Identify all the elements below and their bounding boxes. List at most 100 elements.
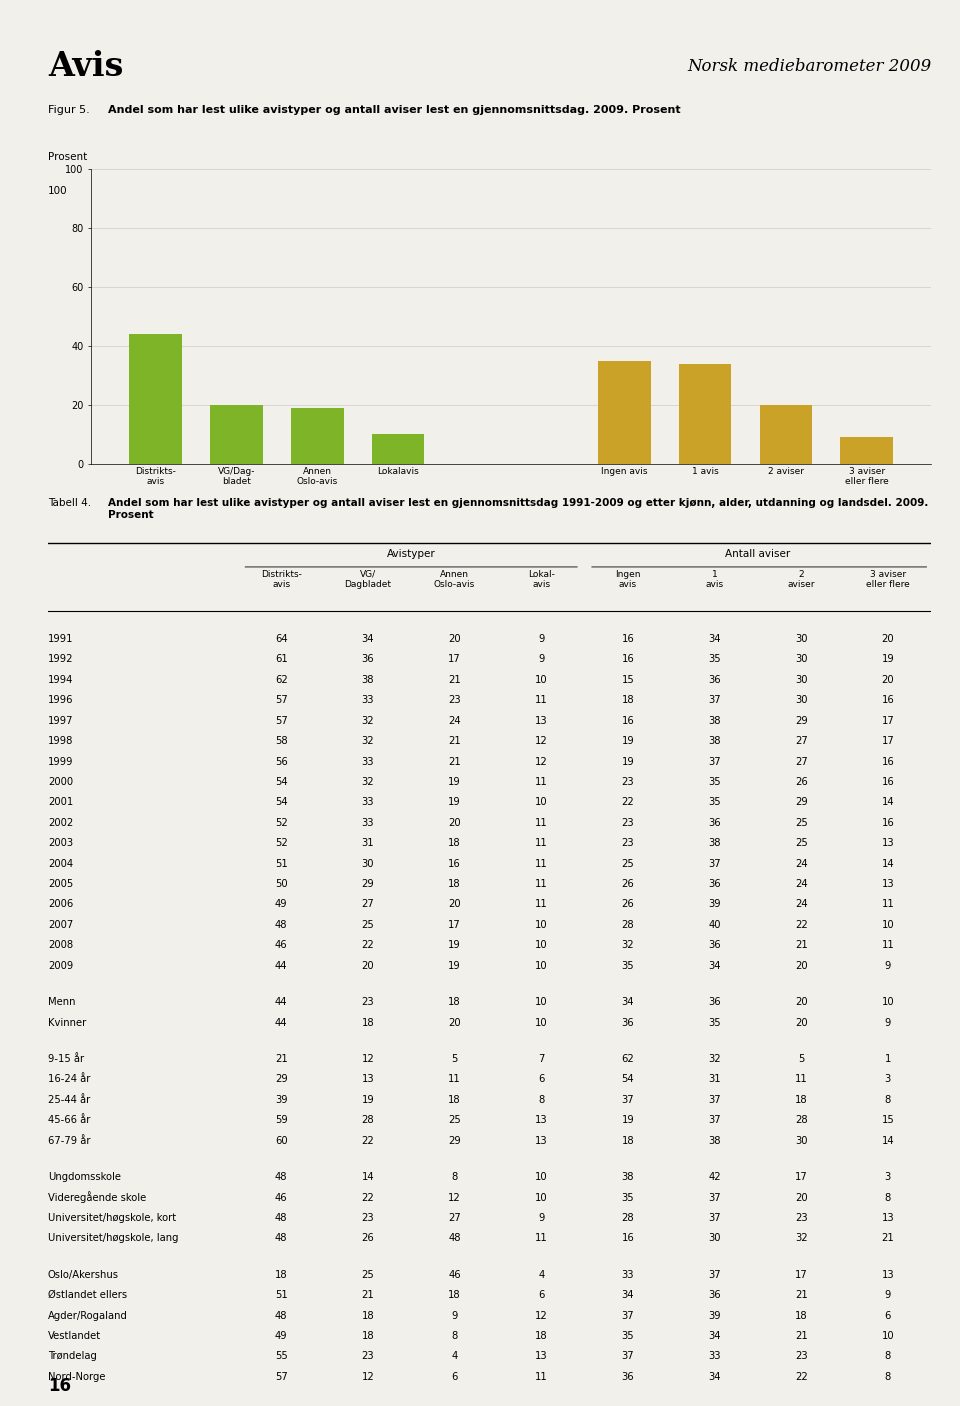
Text: 19: 19	[621, 737, 635, 747]
Text: 5: 5	[451, 1054, 458, 1064]
Text: 9: 9	[538, 654, 544, 665]
Text: 11: 11	[881, 900, 895, 910]
Text: 34: 34	[708, 1372, 721, 1382]
Text: 18: 18	[795, 1095, 807, 1105]
Text: 10: 10	[535, 941, 547, 950]
Text: 37: 37	[708, 695, 721, 706]
Text: 23: 23	[795, 1351, 807, 1361]
Text: 6: 6	[885, 1310, 891, 1320]
Text: 19: 19	[621, 756, 635, 766]
Text: 19: 19	[621, 1115, 635, 1125]
Text: 2007: 2007	[48, 920, 73, 929]
Text: 16: 16	[621, 654, 635, 665]
Text: 58: 58	[275, 737, 288, 747]
Text: Nord-Norge: Nord-Norge	[48, 1372, 106, 1382]
Text: 16: 16	[881, 818, 895, 828]
Text: 62: 62	[275, 675, 288, 685]
Text: 36: 36	[708, 879, 721, 889]
Text: 14: 14	[881, 859, 894, 869]
Text: 21: 21	[795, 1331, 807, 1341]
Text: 12: 12	[362, 1372, 374, 1382]
Text: 26: 26	[621, 879, 635, 889]
Text: 23: 23	[621, 838, 635, 848]
Text: 2001: 2001	[48, 797, 73, 807]
Text: Trøndelag: Trøndelag	[48, 1351, 97, 1361]
Text: 13: 13	[881, 879, 894, 889]
Text: 49: 49	[275, 1331, 288, 1341]
Text: 38: 38	[708, 1136, 721, 1146]
Text: 37: 37	[621, 1351, 635, 1361]
Text: 11: 11	[448, 1074, 461, 1084]
Text: Østlandet ellers: Østlandet ellers	[48, 1291, 127, 1301]
Text: 37: 37	[621, 1095, 635, 1105]
Text: 10: 10	[535, 797, 547, 807]
Text: 21: 21	[448, 756, 461, 766]
Text: 11: 11	[881, 941, 895, 950]
Text: 17: 17	[881, 716, 895, 725]
Text: 54: 54	[621, 1074, 635, 1084]
Text: 36: 36	[708, 941, 721, 950]
Text: 8: 8	[885, 1192, 891, 1202]
Text: 23: 23	[362, 1351, 374, 1361]
Text: 26: 26	[795, 778, 807, 787]
Text: 12: 12	[448, 1192, 461, 1202]
Text: 30: 30	[795, 634, 807, 644]
Text: 27: 27	[795, 737, 807, 747]
Text: 22: 22	[362, 1192, 374, 1202]
Text: 2000: 2000	[48, 778, 73, 787]
Text: 16: 16	[881, 778, 895, 787]
Text: 30: 30	[795, 675, 807, 685]
Text: 32: 32	[708, 1054, 721, 1064]
Text: 38: 38	[362, 675, 374, 685]
Text: 18: 18	[448, 838, 461, 848]
Text: 44: 44	[275, 1018, 287, 1028]
Text: 25: 25	[362, 1270, 374, 1279]
Text: 23: 23	[448, 695, 461, 706]
Text: 10: 10	[535, 960, 547, 970]
Text: 20: 20	[795, 960, 807, 970]
Text: 24: 24	[795, 879, 807, 889]
Text: 12: 12	[362, 1054, 374, 1064]
Text: 8: 8	[451, 1331, 458, 1341]
Text: 14: 14	[881, 1136, 894, 1146]
Text: 37: 37	[708, 1095, 721, 1105]
Text: 22: 22	[795, 920, 807, 929]
Text: 35: 35	[708, 797, 721, 807]
Text: 14: 14	[362, 1173, 374, 1182]
Text: Avis: Avis	[48, 51, 124, 83]
Text: 1991: 1991	[48, 634, 74, 644]
Text: 13: 13	[881, 1213, 894, 1223]
Text: 18: 18	[621, 695, 635, 706]
Text: 8: 8	[885, 1351, 891, 1361]
Text: 49: 49	[275, 900, 288, 910]
Text: 29: 29	[448, 1136, 461, 1146]
Text: 3: 3	[885, 1173, 891, 1182]
Text: 8: 8	[539, 1095, 544, 1105]
Text: 2005: 2005	[48, 879, 73, 889]
Text: 48: 48	[275, 1213, 287, 1223]
Text: 37: 37	[621, 1310, 635, 1320]
Text: 52: 52	[275, 818, 288, 828]
Text: 23: 23	[362, 1213, 374, 1223]
Text: 46: 46	[275, 941, 288, 950]
Text: 27: 27	[362, 900, 374, 910]
Text: 11: 11	[535, 778, 547, 787]
Text: 33: 33	[362, 695, 374, 706]
Text: 2006: 2006	[48, 900, 73, 910]
Text: 9: 9	[451, 1310, 458, 1320]
Text: 19: 19	[881, 654, 895, 665]
Text: 37: 37	[708, 756, 721, 766]
Text: 23: 23	[795, 1213, 807, 1223]
Text: 35: 35	[708, 778, 721, 787]
Text: 21: 21	[448, 737, 461, 747]
Text: 25-44 år: 25-44 år	[48, 1095, 90, 1105]
Text: 36: 36	[708, 675, 721, 685]
Text: 45-66 år: 45-66 år	[48, 1115, 90, 1125]
Text: 10: 10	[881, 997, 894, 1007]
Text: 19: 19	[448, 797, 461, 807]
Text: 54: 54	[275, 778, 288, 787]
Text: 25: 25	[795, 838, 807, 848]
Text: 16: 16	[448, 859, 461, 869]
Text: 18: 18	[448, 1095, 461, 1105]
Bar	[598, 360, 651, 464]
